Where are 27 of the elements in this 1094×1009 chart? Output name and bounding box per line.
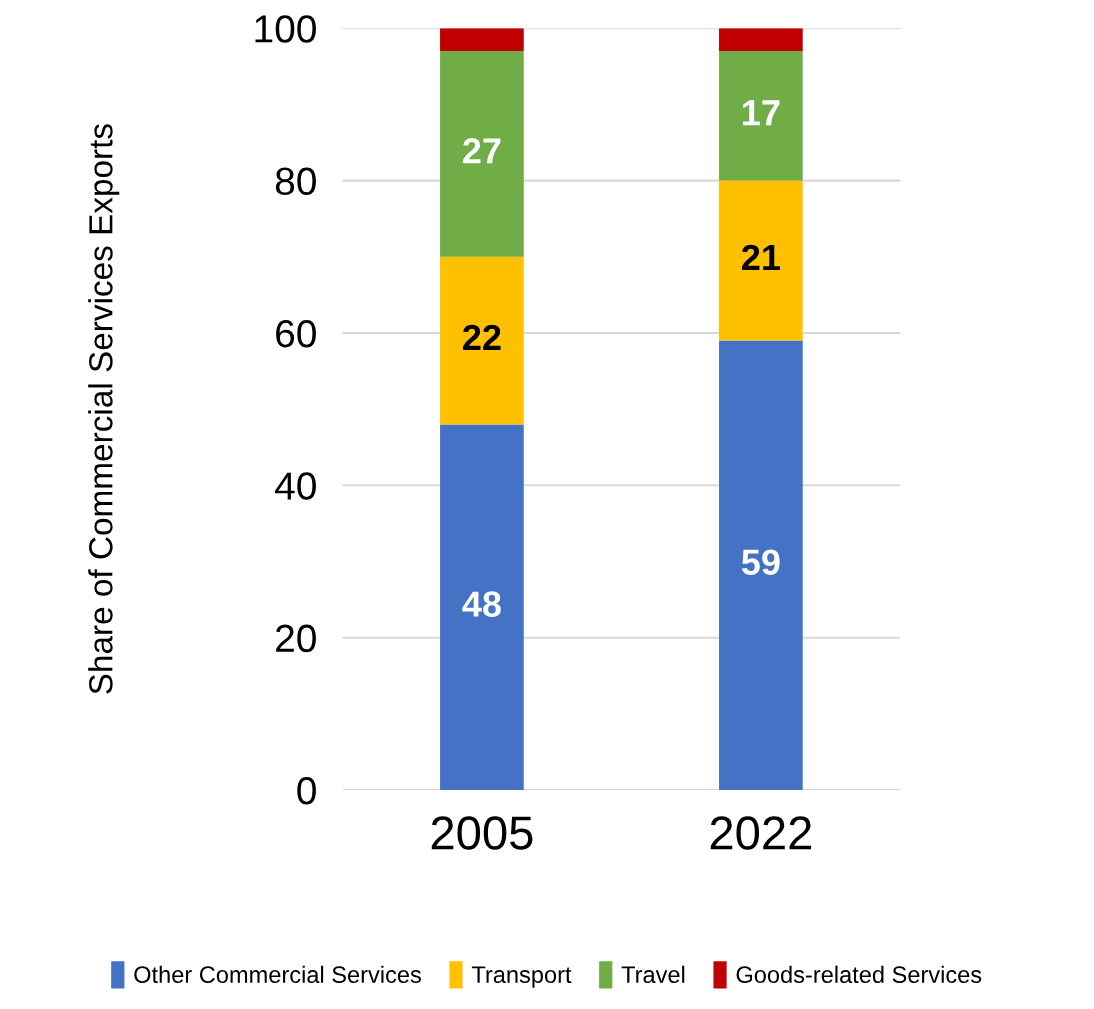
bar xyxy=(719,51,803,181)
legend-label: Goods-related Services xyxy=(736,965,982,984)
x-tick-label: 2022 xyxy=(710,816,812,850)
bar xyxy=(719,340,803,791)
data-label: 59 xyxy=(741,549,780,576)
data-label: 27 xyxy=(463,138,501,164)
y-axis-title: Share of Commercial Services Exports xyxy=(88,124,120,694)
bar xyxy=(440,256,524,425)
bar xyxy=(440,51,524,257)
y-tick-label: 40 xyxy=(275,472,316,500)
legend-label: Travel xyxy=(621,965,685,984)
data-label: 21 xyxy=(742,244,780,270)
bar xyxy=(719,180,803,341)
bar xyxy=(440,28,524,52)
data-label: 48 xyxy=(462,591,501,617)
legend-label: Other Commercial Services xyxy=(134,965,421,984)
y-tick-label: 60 xyxy=(276,319,316,348)
y-tick-label: 80 xyxy=(275,167,316,196)
bar xyxy=(440,424,524,791)
data-label: 22 xyxy=(463,324,501,350)
y-tick-label: 20 xyxy=(276,624,316,653)
x-tick-label: 2005 xyxy=(431,816,533,850)
data-label: 17 xyxy=(743,100,780,126)
y-tick-label: 0 xyxy=(297,776,316,805)
bar xyxy=(719,28,803,52)
y-tick-label: 100 xyxy=(255,15,316,43)
legend-label: Transport xyxy=(471,966,572,988)
